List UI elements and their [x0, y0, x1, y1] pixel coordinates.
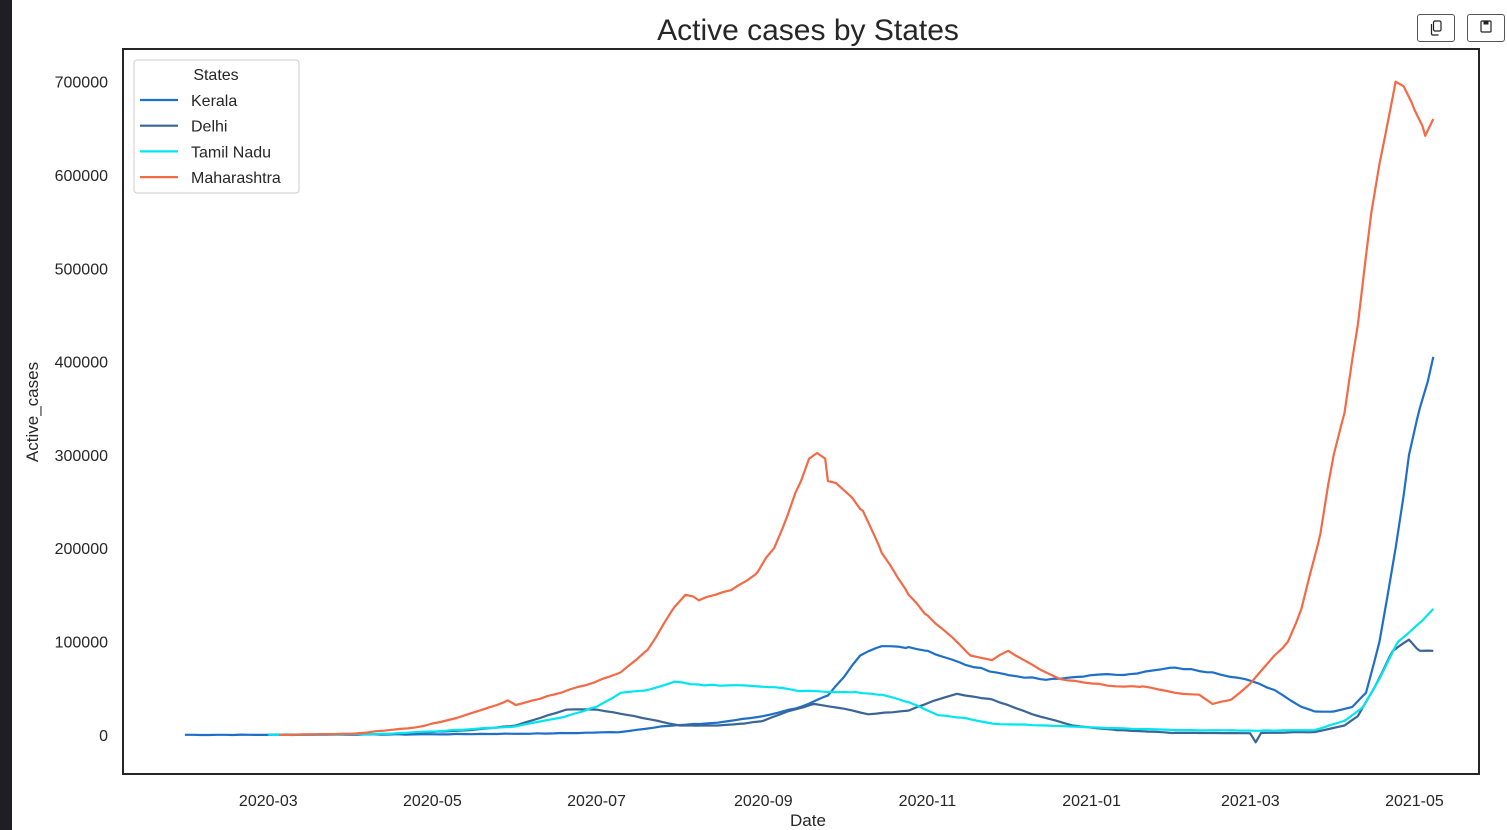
- y-tick-label: 200000: [55, 541, 108, 558]
- legend-box: [133, 59, 300, 194]
- y-tick-label: 0: [99, 728, 108, 745]
- series-line-kerala: [184, 356, 1435, 737]
- legend: States Kerala Delhi Tamil Nadu Maharashtra: [133, 59, 300, 194]
- x-tick-label: 2021-05: [1385, 793, 1444, 810]
- y-tick-label: 600000: [55, 168, 108, 185]
- y-tick-label: 700000: [55, 75, 108, 92]
- figure-frame: Active cases by States 0 100000 200000 3000…: [12, 0, 1507, 830]
- legend-label: Maharashtra: [191, 170, 281, 187]
- copy-icon: [1430, 20, 1442, 36]
- series-line-maharashtra: [278, 80, 1435, 736]
- y-axis-title: Active_cases: [23, 362, 42, 462]
- save-icon: [1480, 20, 1492, 33]
- x-axis-title: Date: [790, 811, 826, 830]
- legend-label: Tamil Nadu: [191, 144, 271, 161]
- legend-label: Delhi: [191, 119, 227, 136]
- legend-label: Kerala: [191, 93, 237, 110]
- series-line-delhi: [268, 638, 1434, 744]
- chart-canvas: Active cases by States 0 100000 200000 3000…: [23, 14, 1480, 830]
- x-tick-label: 2021-03: [1221, 793, 1280, 810]
- y-axis: 0 100000 200000 300000 400000 500000 600000 700…: [55, 75, 108, 745]
- x-axis: 2020-03 2020-05 2020-07 2020-09 2020-11 2021-…: [239, 793, 1444, 810]
- x-tick-label: 2020-09: [734, 793, 793, 810]
- y-tick-label: 400000: [55, 355, 108, 372]
- x-tick-label: 2020-05: [403, 793, 462, 810]
- y-tick-label: 500000: [55, 261, 108, 278]
- series-layer: [184, 80, 1435, 744]
- x-tick-label: 2020-07: [567, 793, 626, 810]
- x-tick-label: 2020-03: [239, 793, 298, 810]
- x-tick-label: 2021-01: [1062, 793, 1121, 810]
- chart-title: Active cases by States: [657, 14, 959, 47]
- y-tick-label: 100000: [55, 635, 108, 652]
- copy-button[interactable]: [1417, 14, 1455, 42]
- x-tick-label: 2020-11: [899, 793, 957, 810]
- plot-area-border: [122, 48, 1480, 775]
- series-line-tamil-nadu: [268, 608, 1435, 736]
- legend-title: States: [193, 67, 238, 84]
- save-button[interactable]: [1467, 14, 1505, 42]
- y-tick-label: 300000: [55, 448, 108, 465]
